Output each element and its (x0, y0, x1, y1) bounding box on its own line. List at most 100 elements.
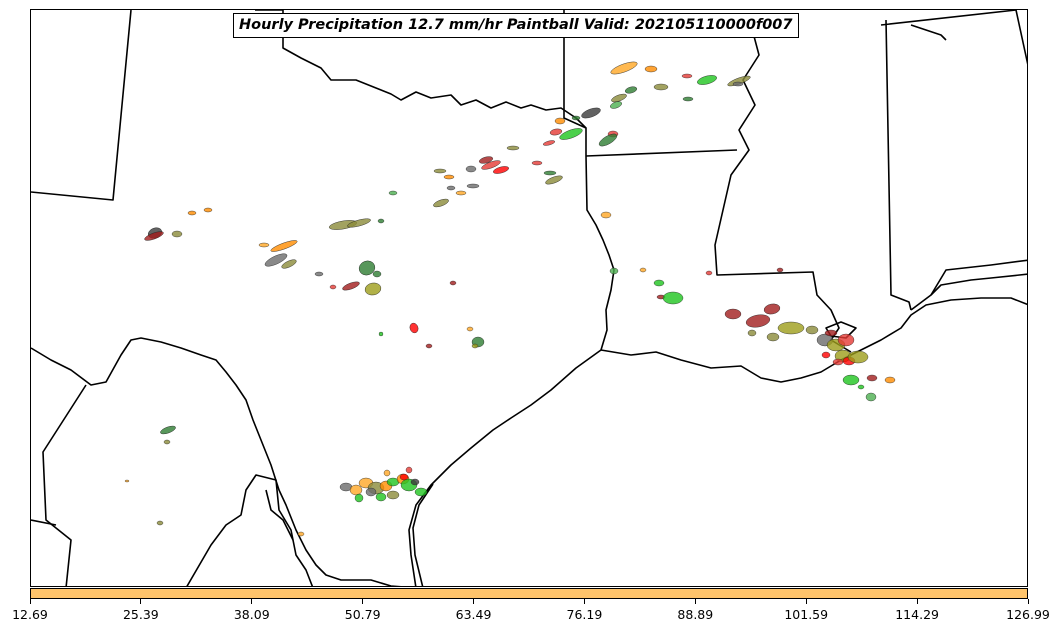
colorbar-tick-label: 114.29 (895, 607, 939, 622)
map-title: Hourly Precipitation 12.7 mm/hr Paintbal… (233, 13, 799, 38)
paintball-blob (386, 490, 400, 500)
map-panel (30, 9, 1028, 587)
paintball-blob (600, 211, 612, 219)
colorbar-tick (1027, 599, 1029, 604)
paintball-blob (847, 350, 869, 364)
paintball-blob (144, 231, 164, 241)
paintball-blob (559, 128, 583, 140)
paintball-blob (776, 267, 784, 273)
colorbar-tick (140, 599, 142, 604)
paintball-blob (409, 322, 419, 334)
paintball-blob (777, 321, 805, 335)
paintball-blob (414, 487, 428, 497)
colorbar-tick (473, 599, 475, 604)
paintball-blob (203, 207, 213, 213)
paintball-blob (697, 75, 717, 85)
paintball-blob (653, 279, 665, 287)
paintball-blob (763, 303, 781, 315)
paintball-blob (884, 376, 896, 384)
state-border-ok-ar (563, 10, 587, 156)
state-border-nm-co (31, 10, 132, 201)
paintball-blob (705, 270, 713, 276)
paintball-blob (375, 492, 387, 502)
paintball-blob (399, 473, 409, 481)
paintball-blob (443, 174, 455, 180)
paintball-blob (372, 270, 382, 278)
paintball-blob (543, 170, 557, 176)
mexico-state-line-1 (42, 384, 87, 586)
paintball-blob (821, 351, 831, 359)
colorbar-tick (694, 599, 696, 604)
paintball-blob (745, 314, 771, 328)
paintball-blob (425, 343, 433, 349)
paintball-blob (531, 160, 543, 166)
paintball-blob (481, 160, 501, 170)
colorbar-tick-label: 38.09 (233, 607, 270, 622)
paintball-blob (857, 384, 865, 390)
mexico-state-line-3 (186, 474, 314, 586)
colorbar-tick-label: 50.79 (344, 607, 381, 622)
paintball-blob (832, 358, 844, 366)
paintball-blob (465, 165, 477, 173)
colorbar (30, 588, 1028, 599)
mexico-state-line-2 (31, 519, 57, 526)
paintball-blob (466, 326, 474, 332)
colorbar-tick (251, 599, 253, 604)
paintball-blob (624, 86, 638, 94)
paintball-blob (609, 267, 619, 275)
paintball-blob (258, 242, 270, 248)
paintball-blob (383, 469, 391, 477)
paintball-blob (264, 253, 288, 267)
colorbar-tick (29, 599, 31, 604)
paintball-blob (347, 218, 371, 228)
colorbar-tick-label: 25.39 (122, 607, 159, 622)
paintball-blob (571, 115, 581, 121)
paintball-blob (610, 61, 638, 75)
paintball-blob (545, 175, 563, 185)
colorbar-tick-label: 12.69 (12, 607, 48, 622)
paintball-blob (405, 466, 413, 474)
northeast-lake (910, 24, 947, 41)
paintball-blob (866, 374, 878, 382)
paintball-blob (297, 531, 305, 537)
paintball-blob (682, 96, 694, 102)
paintball-blob (805, 325, 819, 335)
state-boundaries (31, 10, 1027, 586)
state-border-mississippi-river (714, 24, 852, 353)
border-tx-mexico (31, 337, 402, 586)
paintball-blob (681, 73, 693, 79)
paintball-blob (270, 240, 298, 252)
state-border-ar-la (585, 149, 738, 157)
paintball-blob (478, 156, 494, 164)
state-border-tx-la (585, 155, 615, 351)
colorbar-tick (805, 599, 807, 604)
map-canvas (31, 10, 1027, 586)
paintball-blob (187, 210, 197, 216)
colorbar-tick-label: 126.99 (1006, 607, 1050, 622)
paintball-blob (554, 117, 566, 125)
paintball-blob (354, 493, 364, 503)
paintball-blob (493, 166, 509, 174)
paintball-blob (824, 329, 838, 337)
paintball-blob (581, 107, 601, 119)
paintball-blob (662, 291, 684, 305)
paintball-blob (446, 185, 456, 191)
paintball-blob (724, 308, 742, 320)
paintball-blob (598, 133, 618, 147)
colorbar-tick-label: 101.59 (784, 607, 829, 622)
paintball-blob (639, 267, 647, 273)
texas-barrier-islands (412, 483, 434, 586)
gulf-coastline (600, 297, 1027, 383)
state-border-fl-panhandle (930, 259, 1027, 296)
paintball-blob (281, 259, 297, 269)
paintball-blob (466, 183, 480, 189)
paintball-blob (611, 93, 627, 103)
paintball-blob (471, 343, 479, 349)
paintball-blob (378, 331, 384, 337)
paintball-blob (160, 425, 176, 435)
paintball-blob (455, 190, 467, 196)
paintball-blob (542, 140, 556, 146)
paintball-blob (732, 81, 744, 87)
paintball-blob (842, 374, 860, 386)
paintball-blob (766, 332, 780, 342)
